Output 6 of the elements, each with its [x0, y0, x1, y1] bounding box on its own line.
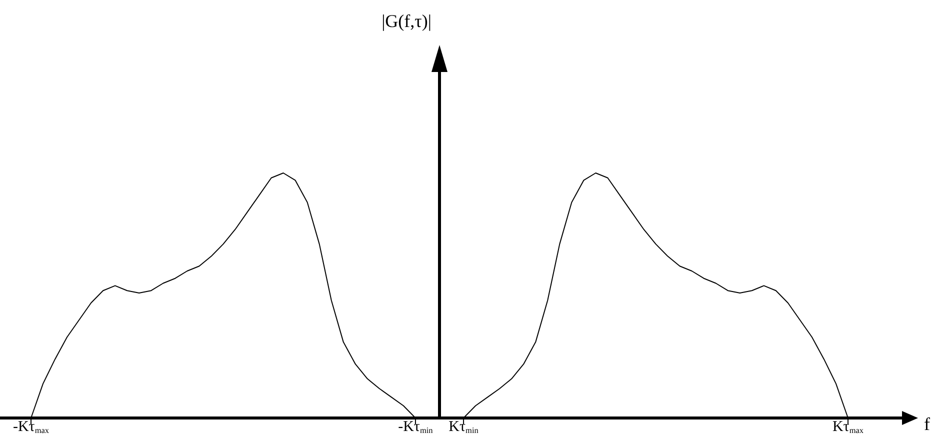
text: |G(f,τ)|	[382, 11, 432, 31]
x-tick-label: -Kτ$_{min}$	[398, 419, 433, 435]
x-tick-label: Kτ$_{min}$	[448, 419, 478, 435]
x-tick-label: Kτ$_{max}$	[832, 419, 864, 435]
x-axis-title: f	[924, 414, 930, 434]
x-tick-label: -Kτ$_{max}$	[12, 419, 50, 435]
